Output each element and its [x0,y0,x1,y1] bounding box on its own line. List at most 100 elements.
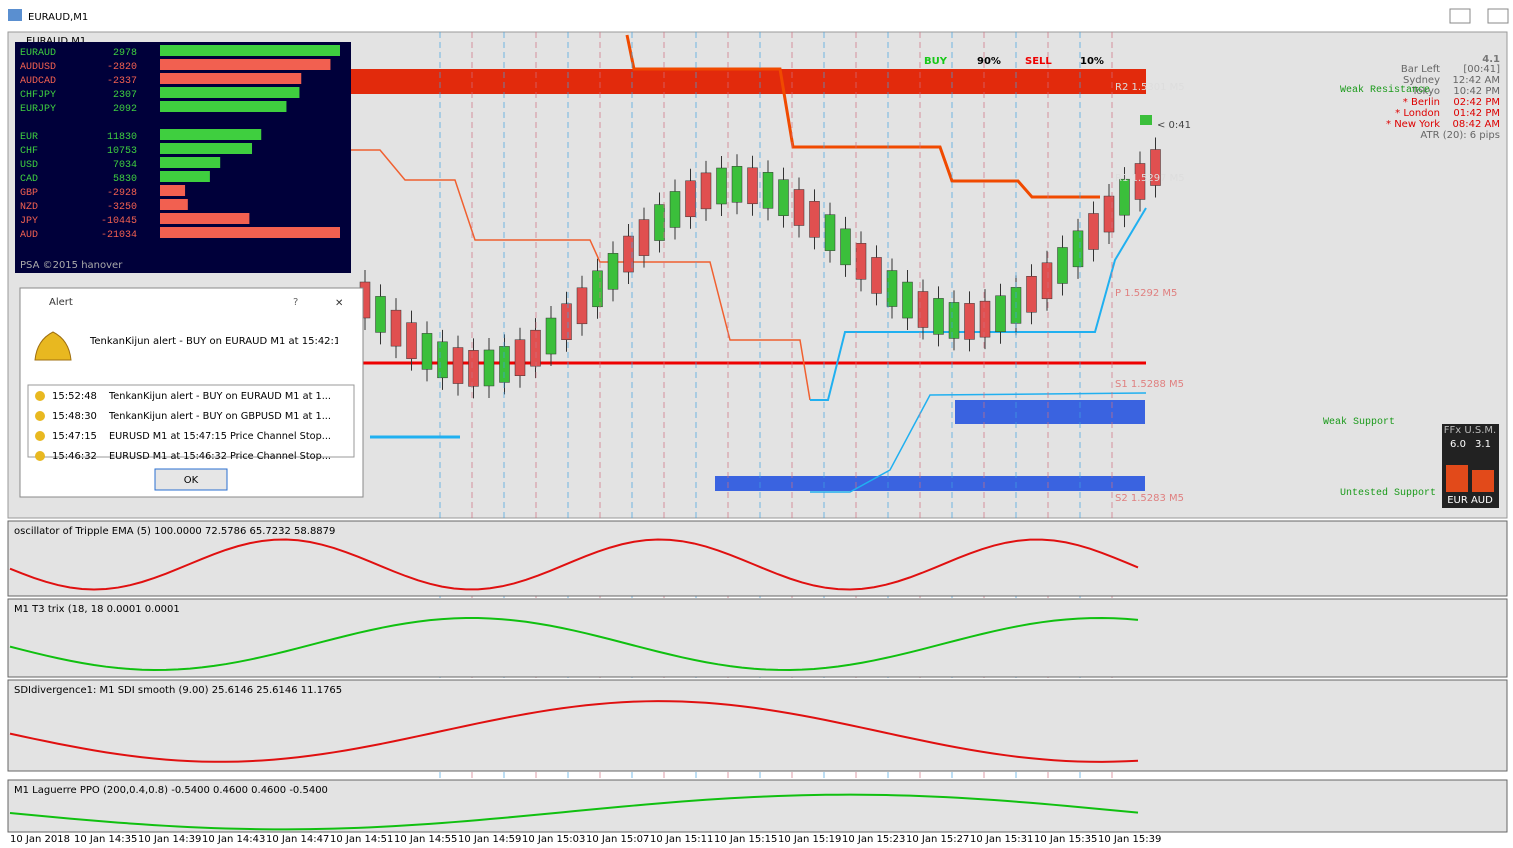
indicator-line [9,793,1139,831]
alert-time: 15:48:30 [52,411,97,422]
pair-name: EURJPY [20,104,56,115]
alert-time: 15:46:32 [52,451,97,462]
candle-body [917,291,929,328]
strength-bar [160,101,287,112]
sell-percent: 10% [1080,56,1104,67]
support-zone [955,400,1145,424]
gauge-bar [1472,470,1494,492]
strength-bar [160,59,331,70]
strength-bar [160,171,210,182]
pair-value: 5830 [113,174,137,185]
candles [359,32,1161,832]
alert-time: 15:52:48 [52,391,97,402]
buy-label: BUY [924,56,948,67]
help-button[interactable]: ? [293,297,298,308]
alert-text: EURUSD M1 at 15:46:32 Price Channel Stop… [109,451,331,462]
pair-name: AUD [20,230,38,241]
panel-footer: PSA ©2015 hanover [20,260,123,271]
candle-body [762,172,774,209]
zone-label: Weak Resistance [1340,84,1430,96]
time-label: 10 Jan 14:59 [458,834,521,844]
indicator-title: oscillator of Tripple EMA (5) 100.0000 7… [14,526,335,537]
candle-body [545,317,557,355]
pair-value: 2978 [113,48,137,59]
candle-body [979,300,991,338]
time-axis: 10 Jan 2018 10 Jan 14:35 10 Jan 14:39 10 Ja… [10,834,1161,845]
candle-body [390,309,402,347]
candle-body [840,228,851,266]
zone-label: Untested Support [1340,487,1436,499]
candle-body [499,346,510,383]
level-labels: R2 1.5301 M5 R1 1.5297 M5 P 1.5292 M5 S1 1.… [1115,82,1185,504]
time-label: 10 Jan 15:39 [1098,834,1161,844]
resistance-line [625,34,1100,199]
candle-body [421,333,433,370]
pair-value: -10445 [101,216,137,227]
candle-body [452,347,464,384]
gauge: FFx U.S.M. 6.0 3.1 EUR AUD [1442,424,1499,508]
strength-bar [160,157,221,168]
resistance-zone [350,69,1146,94]
candle-body [902,281,913,319]
close-button[interactable]: ✕ [335,298,343,309]
candle-body [793,189,805,226]
alert-text: TenkanKijun alert - BUY on GBPUSD M1 at … [108,411,331,422]
session-time: [00:41] [1463,64,1500,75]
candle-body [1057,247,1068,284]
maximize-button[interactable] [1487,8,1509,24]
strength-bar [160,73,302,84]
untested-support-zone [715,476,1145,491]
pair-name: JPY [20,216,38,227]
session-time: 02:42 PM [1453,97,1500,108]
time-label: 10 Jan 15:35 [1034,834,1097,844]
level-label: R2 1.5301 M5 [1115,82,1185,93]
pair-name: AUDUSD [20,62,56,73]
countdown: < 0:41 [1157,120,1191,131]
session-time: 08:42 AM [1453,119,1500,130]
candle-body [468,350,479,387]
time-label: 10 Jan 15:07 [586,834,649,844]
session-name: * Berlin [1403,97,1440,108]
indicator-title: M1 Laguerre PPO (200,0.4,0.8) -0.5400 0.… [14,785,328,796]
ok-button[interactable] [154,468,228,491]
indicator-line [9,617,1139,671]
candle-body [855,243,867,280]
alert-rows: 15:52:48 TenkanKijun alert - BUY on EURAU… [35,391,331,462]
pair-value: -21034 [101,230,137,241]
candle-body [1103,195,1115,233]
session-info: Bar Left [00:41] Sydney 12:42 AM Tokyo 10:42 … [1386,64,1500,130]
alert-time: 15:47:15 [52,431,97,442]
candle-body [1026,276,1037,313]
candle-body [933,298,944,335]
level-label: S2 1.5283 M5 [1115,493,1184,504]
candle-body [1150,149,1161,186]
session-name: Tokyo [1411,86,1440,97]
window-icon [8,9,22,21]
candle-body [576,287,588,325]
time-label: 10 Jan 15:11 [650,834,713,844]
candle-body [607,253,619,290]
candle-body [886,270,898,307]
candle-body [871,257,882,294]
time-label: 10 Jan 15:15 [714,834,777,844]
pair-value: -3250 [107,202,137,213]
indicator-pane [7,598,1508,678]
time-label: 10 Jan 14:43 [202,834,265,844]
bell-small [35,451,45,461]
bell-small [35,391,45,401]
minimize-button[interactable] [1449,8,1471,24]
candle-body [824,214,836,251]
candle-body [747,167,758,205]
session-name: * London [1395,108,1440,119]
time-label: 10 Jan 14:51 [330,834,393,844]
sell-label: SELL [1025,56,1052,67]
candle-body [437,341,448,379]
time-label: 10 Jan 14:55 [394,834,457,844]
pair-value: -2928 [107,188,137,199]
gauge-pair: EUR AUD [1447,495,1493,506]
candle-body [1041,262,1053,300]
candle-body [995,295,1006,333]
candle-body [561,303,572,340]
